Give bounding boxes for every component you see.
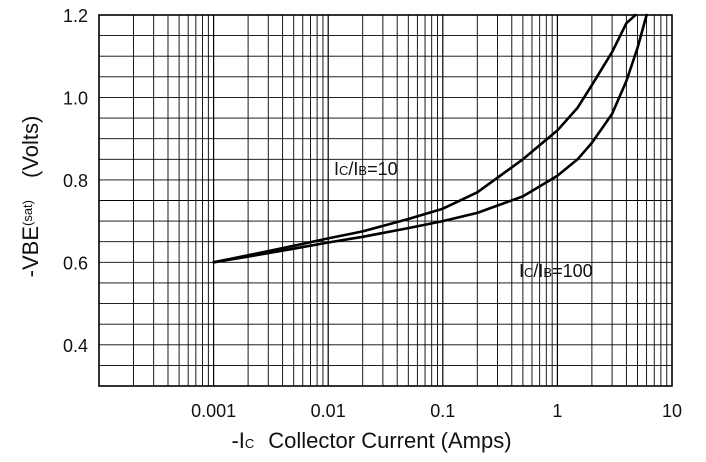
y-tick-labels: 0.4 0.6 0.8 1.0 1.2 (63, 6, 88, 356)
y-tick-label: 0.6 (63, 253, 88, 273)
y-tick-label: 1.2 (63, 6, 88, 26)
x-axis-title-text: Collector Current (Amps) (268, 428, 511, 453)
curve-label-ic-ib-10-c: C (339, 163, 348, 178)
y-axis-title-unit: (Volts) (18, 116, 43, 178)
y-tick-label: 1.0 (63, 88, 88, 108)
curve-label-ic-ib-100: IC/IB=100 (519, 261, 593, 281)
curve-label-ic-ib-10-value: =10 (367, 159, 398, 179)
x-tick-label: 0.01 (311, 401, 346, 421)
x-axis-title-sub: C (245, 436, 254, 451)
x-axis-title-prefix: -I (231, 428, 244, 453)
y-axis-title-sub: (sat) (20, 200, 35, 226)
curve-label-ic-ib-10-slash-i: /I (348, 159, 358, 179)
curve-label-ic-ib-10: IC/IB=10 (334, 159, 398, 179)
curve-label-ic-ib-100-i: I (519, 261, 524, 281)
series-line-ic-ib-10 (212, 13, 637, 264)
y-axis-title-prefix: -VBE (18, 226, 43, 277)
series-line-ic-ib-100 (212, 13, 648, 264)
curve-label-ic-ib-10-i: I (334, 159, 339, 179)
curve-label-ic-ib-10-b: B (358, 163, 367, 178)
x-tick-label: 1 (552, 401, 562, 421)
curve-label-ic-ib-100-slash-i: /I (533, 261, 543, 281)
x-tick-label: 0.001 (191, 401, 236, 421)
curve-label-ic-ib-100-value: =100 (552, 261, 593, 281)
y-tick-label: 0.4 (63, 336, 88, 356)
x-tick-label: 0.1 (430, 401, 455, 421)
grid (99, 15, 672, 386)
curve-label-ic-ib-100-c: C (524, 265, 533, 280)
plot-frame (98, 14, 673, 387)
x-tick-label: 10 (662, 401, 682, 421)
x-tick-labels: 0.001 0.01 0.1 1 10 (191, 401, 682, 421)
y-axis-title: -VBE(sat) (Volts) (18, 116, 43, 278)
y-tick-label: 0.8 (63, 171, 88, 191)
series-group (212, 13, 648, 264)
x-axis-title: -IC Collector Current (Amps) (231, 428, 511, 453)
curve-label-ic-ib-100-b: B (543, 265, 552, 280)
